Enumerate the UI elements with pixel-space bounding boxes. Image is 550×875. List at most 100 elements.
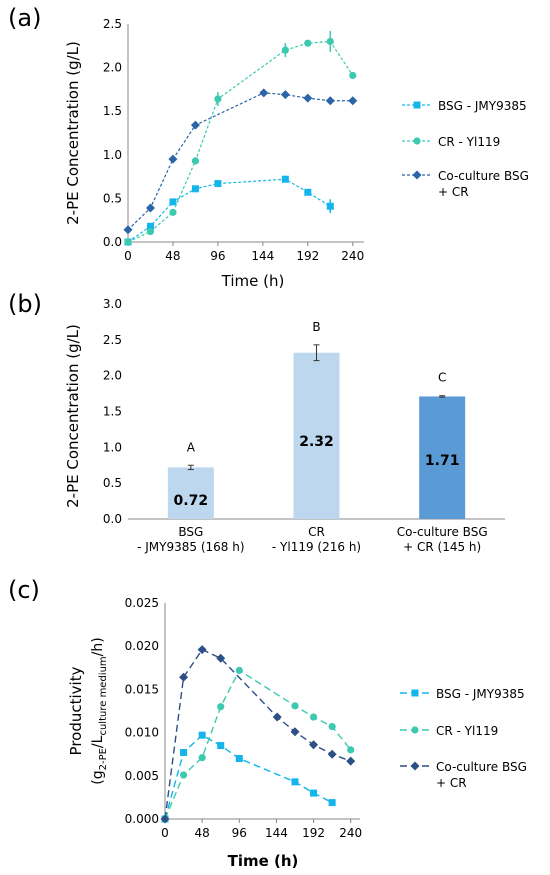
data-label: 0.72 bbox=[174, 493, 209, 509]
data-point-series-1 bbox=[291, 778, 299, 786]
data-point-series-3 bbox=[280, 90, 290, 100]
legend-label: Co-culture BSG bbox=[438, 169, 529, 183]
data-point-series-1 bbox=[281, 175, 289, 183]
y-tick-label: 1.5 bbox=[103, 405, 122, 419]
legend-label: CR - Yl119 bbox=[438, 135, 500, 149]
series-line-2 bbox=[127, 40, 354, 243]
legend-label: + CR bbox=[438, 185, 469, 199]
panel-label-c: (c) bbox=[8, 576, 40, 604]
data-point-series-2 bbox=[198, 754, 206, 762]
data-point-series-2 bbox=[217, 703, 225, 711]
y-tick-label: 0.5 bbox=[103, 191, 122, 205]
data-point-series-1 bbox=[146, 222, 154, 230]
data-point-series-1 bbox=[304, 188, 312, 196]
x-tick-label: 144 bbox=[251, 249, 274, 263]
x-tick-label: + CR (145 h) bbox=[403, 540, 481, 554]
x-tick-label: 96 bbox=[232, 826, 247, 840]
panel-label-b: (b) bbox=[8, 290, 42, 318]
data-point-series-1 bbox=[326, 202, 334, 210]
y-tick-label: 0.005 bbox=[125, 769, 159, 783]
y-tick-label: 2.5 bbox=[103, 333, 122, 347]
legend-marker bbox=[412, 170, 422, 180]
group-letter: B bbox=[312, 320, 320, 334]
legend-marker bbox=[413, 101, 421, 109]
data-point-series-3 bbox=[145, 203, 155, 213]
x-tick-label: 240 bbox=[339, 826, 362, 840]
y-tick-label: 0.5 bbox=[103, 476, 122, 490]
x-tick-label: 48 bbox=[195, 826, 210, 840]
series-line-3 bbox=[127, 92, 353, 231]
y-axis-title-line2: (g2-PE/Lculture medium/h) bbox=[90, 637, 109, 784]
data-point-series-2 bbox=[214, 95, 222, 103]
y-tick-label: 0.025 bbox=[125, 596, 159, 610]
y-tick-label: 0.015 bbox=[125, 682, 159, 696]
bar-chart-concentration: 0.0 0.5 1.0 1.5 2.0 2.5 3.0 A 0.72 BSG- JMY9385 (… bbox=[64, 297, 505, 554]
y-axis-title-line1: Productivity bbox=[67, 666, 85, 755]
data-point-series-3 bbox=[216, 653, 226, 663]
series-line-1 bbox=[164, 734, 333, 820]
legend-label: BSG - JMY9385 bbox=[438, 99, 527, 113]
data-point-series-2 bbox=[349, 71, 357, 80]
line-chart-concentration: 0.0 0.5 1.0 1.5 2.0 2.5 0 48 96 144 192 240 BSG - JM… bbox=[64, 17, 529, 290]
data-point-series-2 bbox=[235, 666, 243, 674]
x-axis-title: Time (h) bbox=[228, 852, 299, 870]
data-point-series-2 bbox=[179, 771, 188, 779]
legend-label: + CR bbox=[436, 776, 467, 790]
x-tick-label: 96 bbox=[210, 249, 225, 263]
x-tick-label: 240 bbox=[341, 249, 364, 263]
legend-marker bbox=[411, 726, 419, 734]
data-point-series-3 bbox=[290, 727, 300, 737]
legend-label: Co-culture BSG bbox=[436, 760, 527, 774]
data-point-series-2 bbox=[281, 46, 289, 54]
x-tick-label: - JMY9385 (168 h) bbox=[137, 540, 244, 554]
y-tick-label: 0.000 bbox=[125, 812, 159, 826]
y-tick-label: 0.0 bbox=[103, 235, 122, 249]
bar bbox=[293, 352, 340, 519]
data-point-series-2 bbox=[124, 238, 132, 246]
series-line-3 bbox=[164, 648, 351, 820]
data-point-series-3 bbox=[309, 740, 319, 750]
data-point-series-2 bbox=[291, 702, 299, 710]
x-tick-label: 144 bbox=[265, 826, 288, 840]
data-point-series-3 bbox=[325, 96, 335, 106]
legend-marker bbox=[413, 137, 421, 145]
data-point-series-3 bbox=[197, 645, 207, 655]
data-label: 2.32 bbox=[299, 434, 334, 450]
panel-c: (c) 0.000 0.005 0.010 0.015 0.020 0.025 0 48 96 1… bbox=[0, 570, 550, 875]
y-tick-label: 1.0 bbox=[103, 148, 122, 162]
data-point-series-3 bbox=[346, 756, 356, 766]
x-tick-label: 0 bbox=[161, 826, 169, 840]
group-letter: C bbox=[438, 371, 446, 385]
x-tick-label: 192 bbox=[302, 826, 325, 840]
x-tick-label: CR bbox=[308, 525, 325, 539]
y-tick-label: 0.0 bbox=[103, 512, 122, 526]
y-tick-label: 1.0 bbox=[103, 440, 122, 454]
x-tick-label: 0 bbox=[124, 249, 132, 263]
y-axis-title-part: /h) bbox=[90, 637, 106, 656]
x-tick-label: BSG bbox=[178, 525, 203, 539]
data-point-series-3 bbox=[190, 120, 200, 130]
data-point-series-3 bbox=[303, 93, 313, 103]
data-point-series-1 bbox=[310, 789, 318, 797]
x-tick-label: 192 bbox=[296, 249, 319, 263]
data-point-series-2 bbox=[146, 227, 155, 236]
data-point-series-3 bbox=[168, 154, 178, 164]
y-axis-title: 2-PE Concentration (g/L) bbox=[64, 324, 82, 508]
data-point-series-3 bbox=[348, 96, 358, 106]
data-point-series-2 bbox=[309, 713, 318, 721]
bar bbox=[167, 467, 214, 519]
data-point-series-3 bbox=[123, 225, 133, 235]
bar bbox=[419, 396, 466, 519]
line-chart-productivity: 0.000 0.005 0.010 0.015 0.020 0.025 0 48 96 144 19… bbox=[67, 596, 527, 870]
x-tick-label: Co-culture BSG bbox=[397, 525, 488, 539]
x-tick-label: 48 bbox=[165, 249, 180, 263]
data-point-series-3 bbox=[160, 814, 170, 824]
y-axis-title: 2-PE Concentration (g/L) bbox=[64, 41, 82, 225]
y-tick-label: 0.010 bbox=[125, 726, 159, 740]
data-point-series-1 bbox=[198, 731, 206, 739]
y-tick-label: 0.020 bbox=[125, 639, 159, 653]
legend-label: CR - Yl119 bbox=[436, 724, 498, 738]
y-tick-label: 2.0 bbox=[103, 369, 122, 383]
data-point-series-2 bbox=[328, 722, 336, 731]
data-point-series-1 bbox=[235, 755, 243, 763]
